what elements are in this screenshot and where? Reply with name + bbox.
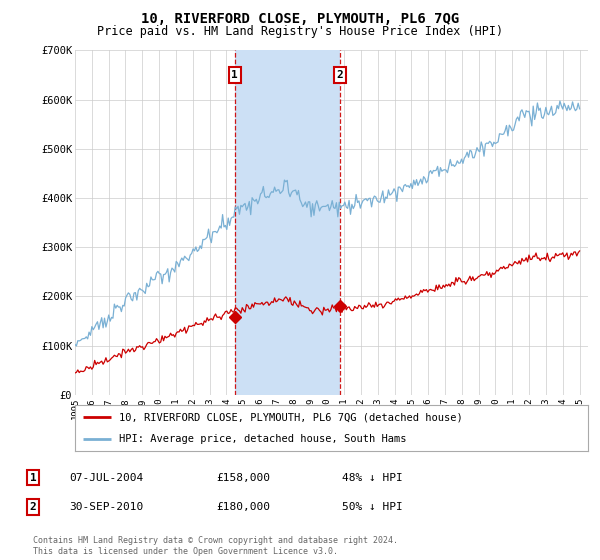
Text: 1: 1 bbox=[232, 70, 238, 80]
Text: £180,000: £180,000 bbox=[216, 502, 270, 512]
Text: Contains HM Land Registry data © Crown copyright and database right 2024.
This d: Contains HM Land Registry data © Crown c… bbox=[33, 536, 398, 556]
Text: 10, RIVERFORD CLOSE, PLYMOUTH, PL6 7QG: 10, RIVERFORD CLOSE, PLYMOUTH, PL6 7QG bbox=[141, 12, 459, 26]
Text: £158,000: £158,000 bbox=[216, 473, 270, 483]
Bar bbox=[235, 50, 340, 395]
Text: 10, RIVERFORD CLOSE, PLYMOUTH, PL6 7QG (detached house): 10, RIVERFORD CLOSE, PLYMOUTH, PL6 7QG (… bbox=[119, 412, 463, 422]
Text: 48% ↓ HPI: 48% ↓ HPI bbox=[342, 473, 403, 483]
Text: 2: 2 bbox=[337, 70, 343, 80]
Text: 2: 2 bbox=[29, 502, 37, 512]
Text: 07-JUL-2004: 07-JUL-2004 bbox=[69, 473, 143, 483]
Text: Price paid vs. HM Land Registry's House Price Index (HPI): Price paid vs. HM Land Registry's House … bbox=[97, 25, 503, 38]
Text: 1: 1 bbox=[29, 473, 37, 483]
Text: HPI: Average price, detached house, South Hams: HPI: Average price, detached house, Sout… bbox=[119, 435, 406, 444]
Text: 50% ↓ HPI: 50% ↓ HPI bbox=[342, 502, 403, 512]
Text: 30-SEP-2010: 30-SEP-2010 bbox=[69, 502, 143, 512]
